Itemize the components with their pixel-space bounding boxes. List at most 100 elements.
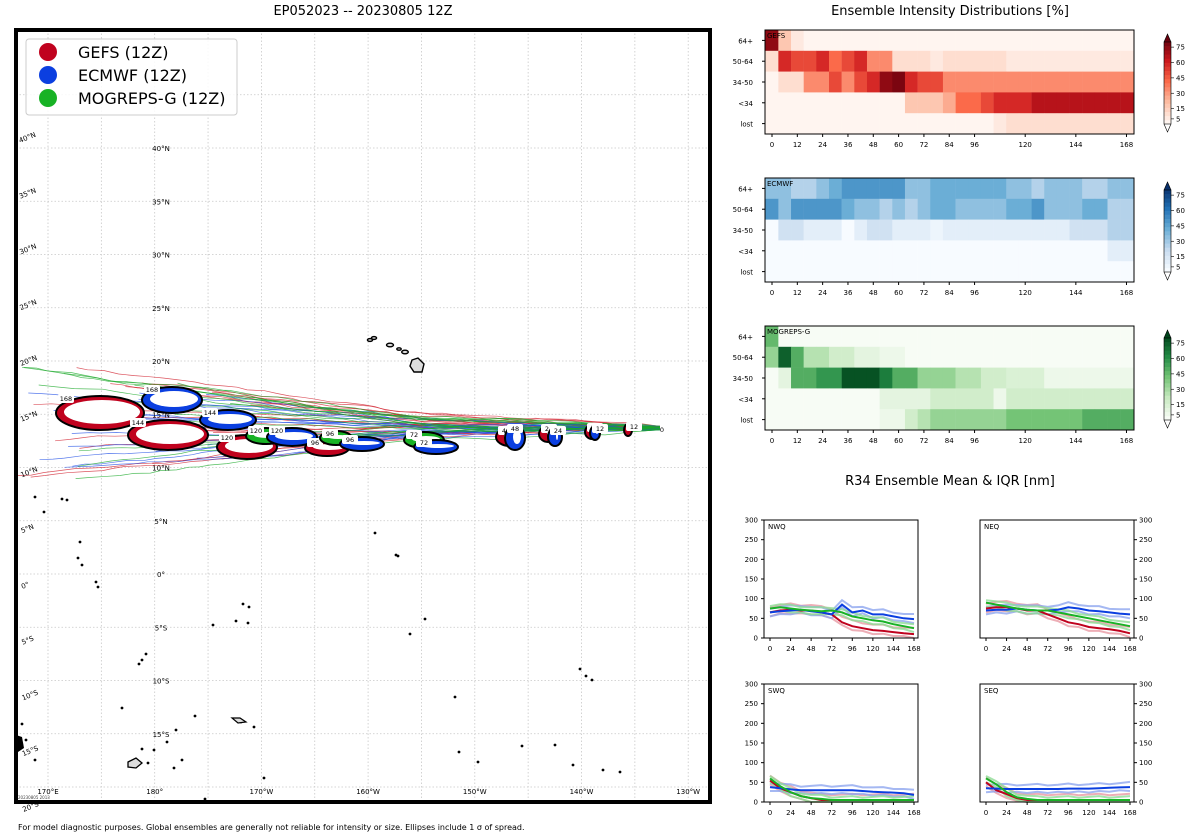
colorbar-label: 5 (1176, 411, 1180, 419)
heat-cell (1006, 240, 1020, 262)
heat-cell (854, 50, 868, 72)
heat-cell (968, 367, 982, 389)
heat-cell (930, 113, 944, 135)
iqr-line (985, 789, 1131, 795)
heatmap-x-label: 84 (945, 437, 954, 445)
heat-cell (829, 50, 842, 72)
ellipse-hour-label: 120 (250, 427, 262, 435)
heat-cell (1094, 409, 1108, 431)
heat-cell (1107, 71, 1121, 93)
latitude-labels-inner: 40°N 35°N 30°N 25°N 20°N 15°N 10°N 5°N 0° 5°S 10°S… (152, 145, 170, 739)
y-tick-label: 300 (745, 681, 758, 689)
island (230, 717, 248, 724)
y-tick-label: 300 (745, 517, 758, 525)
heat-cell (1069, 92, 1083, 114)
heat-cell (778, 50, 792, 72)
heatmap-x-label: 60 (894, 141, 903, 149)
heat-cell (1056, 326, 1070, 348)
colorbar-cell (1164, 226, 1171, 232)
heat-cell (879, 367, 893, 389)
x-tick-label: 0 (984, 809, 988, 817)
heat-cell (765, 50, 779, 72)
heat-cell (765, 261, 779, 283)
lon-label: 140°W (570, 788, 594, 796)
heat-cell (1018, 346, 1032, 368)
heat-cell (803, 388, 817, 410)
heat-cell (1094, 30, 1108, 52)
heat-cell (980, 346, 994, 368)
atoll (152, 748, 156, 752)
heat-cell (968, 326, 982, 348)
heat-cell (841, 219, 855, 241)
heatmap-panel-mogreps-g: MOGREPS-G 64+ 50-64 34-50 <34 lost 0 12 24 36 48 60… (733, 325, 1185, 445)
colorbar-cell (1164, 366, 1171, 372)
heat-cell (1031, 240, 1045, 262)
colorbar-cell (1164, 338, 1171, 343)
heat-cell (955, 92, 969, 114)
heat-cell (791, 346, 804, 368)
ellipse-hour-label: 72 (410, 431, 418, 439)
heat-cell (1069, 240, 1083, 262)
heat-cell (930, 178, 944, 200)
heat-cell (1069, 367, 1083, 389)
y-tick-label: 100 (1139, 759, 1152, 767)
heat-cell (854, 71, 868, 93)
colorbar-cell (1164, 74, 1171, 80)
colorbar-cell (1164, 379, 1171, 384)
heat-cell (1031, 219, 1045, 241)
heat-cell (829, 367, 842, 389)
atoll (144, 652, 148, 656)
heat-cell (942, 71, 956, 93)
colorbar-cell (1164, 247, 1171, 252)
heat-cell (778, 113, 792, 135)
y-tick-label: 0 (1139, 635, 1143, 643)
y-tick-label: 50 (749, 615, 758, 623)
colorbar-cell (1164, 346, 1171, 351)
heat-cell (1082, 326, 1096, 348)
heat-cell (1082, 198, 1096, 220)
heat-cell (1120, 409, 1135, 431)
heat-cell (1094, 178, 1108, 200)
heat-cell (1031, 409, 1045, 431)
heat-cell (917, 346, 931, 368)
heat-cell (866, 198, 880, 220)
heatmap-x-label: 12 (793, 289, 802, 297)
heatmap-x-label: 96 (970, 141, 979, 149)
atoll (193, 714, 197, 718)
intensity-title: Ensemble Intensity Distributions [%] (831, 4, 1069, 19)
heat-cell (917, 219, 931, 241)
heat-cell (1082, 388, 1096, 410)
atoll (172, 766, 176, 770)
colorbar-cell (1164, 190, 1171, 195)
lon-label: 170°W (250, 788, 274, 796)
atoll (146, 761, 150, 765)
x-tick-label: 168 (1123, 809, 1136, 817)
heat-cell (1031, 71, 1045, 93)
colorbar-label: 45 (1176, 74, 1185, 82)
heat-cell (866, 240, 880, 262)
heat-cell (1056, 261, 1070, 283)
heat-cell (765, 388, 779, 410)
heat-cell (993, 261, 1007, 283)
colorbar-cell (1164, 391, 1171, 396)
heat-cell (1094, 346, 1108, 368)
lat-label-inner: 10°N (152, 465, 170, 473)
heat-cell (816, 50, 830, 72)
y-tick-label: 250 (745, 700, 758, 708)
heat-cell (942, 30, 956, 52)
colorbar-label: 60 (1176, 355, 1185, 363)
heat-cell (803, 240, 817, 262)
heat-cell (980, 326, 994, 348)
lat-label-inner: 35°N (152, 198, 170, 206)
atoll (601, 768, 605, 772)
colorbar-cell (1164, 362, 1171, 367)
colorbar-cell (1164, 222, 1171, 228)
colorbar-label: 60 (1176, 59, 1185, 67)
heat-cell (1031, 346, 1045, 368)
heat-cell (1082, 409, 1096, 431)
heat-cell (942, 346, 956, 368)
y-tick-label: 100 (745, 595, 758, 603)
colorbar-label: 45 (1176, 370, 1185, 378)
heat-cell (841, 261, 855, 283)
heat-cell (778, 198, 792, 220)
